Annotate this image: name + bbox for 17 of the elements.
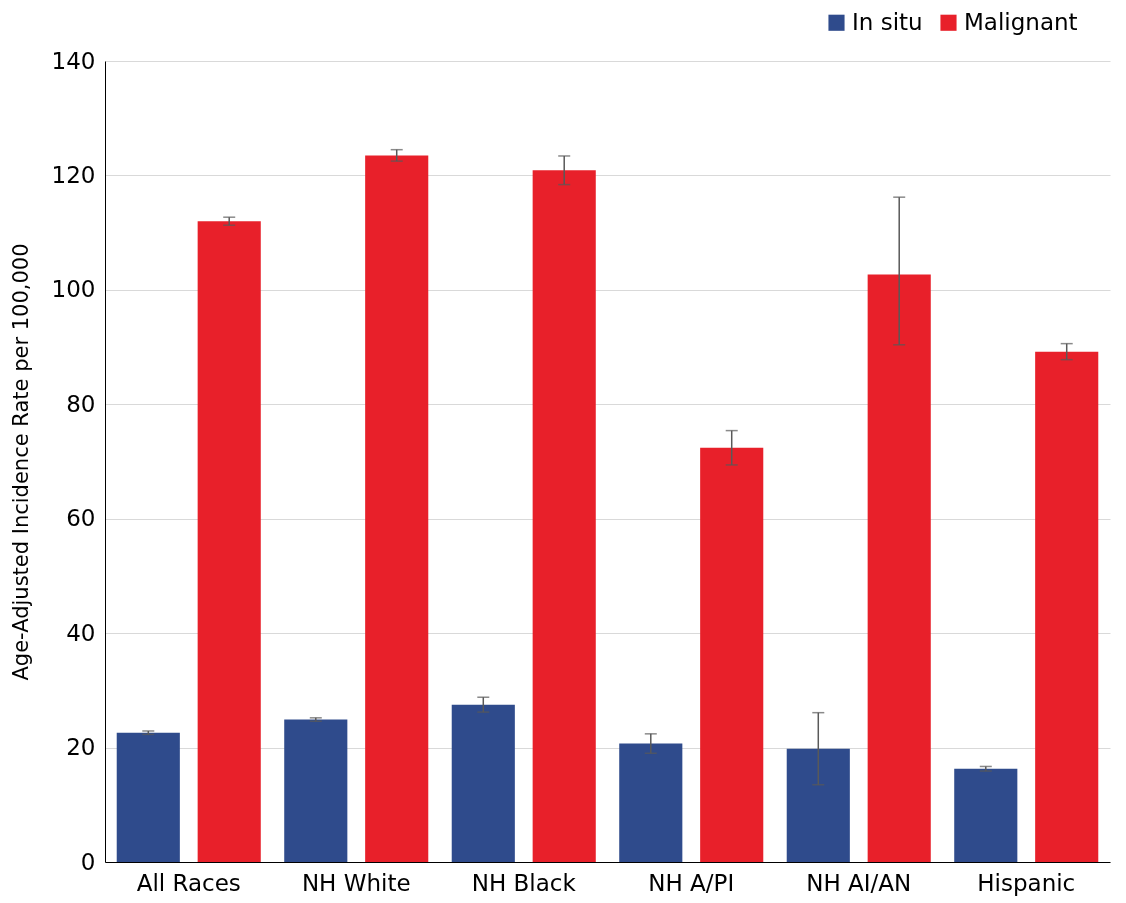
legend-label: Malignant — [964, 8, 1078, 35]
y-tick-label: 100 — [51, 276, 96, 303]
x-tick-label: All Races — [136, 869, 241, 896]
x-tick-label: NH White — [301, 869, 411, 896]
y-tick-label: 80 — [66, 390, 96, 417]
y-axis-title: Age-Adjusted Incidence Rate per 100,000 — [8, 243, 33, 681]
y-tick-label: 0 — [80, 848, 96, 875]
y-tick-label: 60 — [66, 505, 96, 532]
x-tick-label: NH AI/AN — [806, 869, 912, 896]
y-tick-label: 140 — [51, 47, 96, 74]
legend-label: In situ — [852, 8, 923, 35]
y-tick-label: 120 — [51, 161, 96, 188]
y-tick-label: 40 — [66, 619, 96, 646]
x-tick-label: NH A/PI — [648, 869, 735, 896]
x-tick-label: NH Black — [471, 869, 577, 896]
x-tick-label: Hispanic — [977, 869, 1076, 896]
y-tick-label: 20 — [66, 734, 96, 761]
